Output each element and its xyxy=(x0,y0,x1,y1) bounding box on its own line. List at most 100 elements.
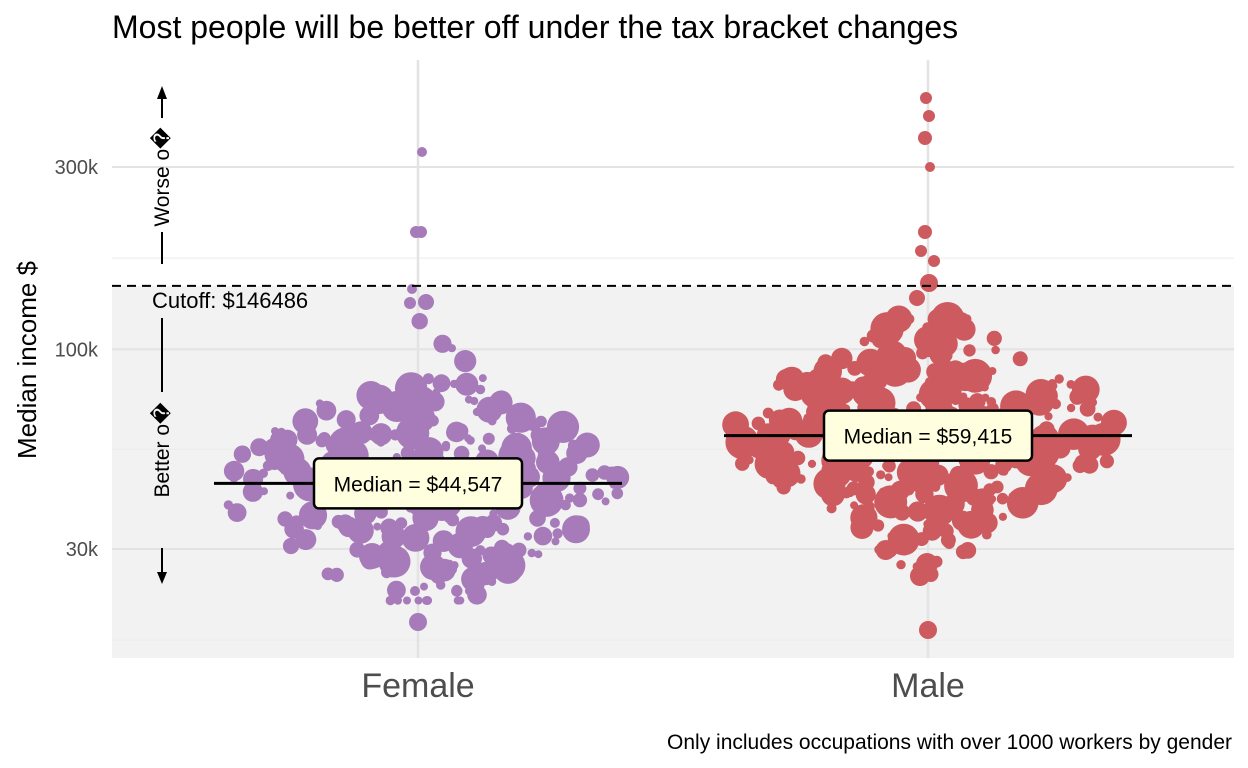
data-point xyxy=(1071,439,1080,448)
data-point xyxy=(800,380,828,408)
data-point xyxy=(315,399,324,408)
data-point xyxy=(1054,374,1064,384)
data-point xyxy=(1006,487,1039,519)
y-axis-ticks: 30k 100k 300k xyxy=(55,157,99,561)
outlier-point xyxy=(420,554,446,580)
data-point xyxy=(916,393,926,402)
data-point xyxy=(359,405,380,426)
data-point xyxy=(313,521,322,530)
outlier-point xyxy=(920,274,938,292)
data-point xyxy=(422,596,431,605)
data-point xyxy=(790,450,806,466)
data-point xyxy=(472,515,493,536)
outlier-point xyxy=(915,245,927,257)
y-axis-label: Median income $ xyxy=(12,260,42,459)
data-point xyxy=(1061,421,1087,447)
data-point xyxy=(432,374,451,393)
data-point xyxy=(951,396,960,406)
data-point xyxy=(264,438,280,454)
data-point xyxy=(453,596,462,605)
outlier-point xyxy=(417,147,427,157)
data-point xyxy=(871,331,889,349)
data-point xyxy=(522,411,532,421)
better-off-label: Better o� xyxy=(149,402,174,498)
data-point xyxy=(380,518,399,537)
data-point xyxy=(859,336,870,347)
data-point xyxy=(223,460,245,482)
data-point xyxy=(959,542,977,559)
data-point xyxy=(1078,436,1102,461)
data-point xyxy=(282,537,300,555)
data-point xyxy=(938,503,956,521)
data-point xyxy=(924,377,935,387)
data-point xyxy=(963,344,976,357)
data-point xyxy=(885,305,913,333)
data-point xyxy=(401,524,430,552)
data-point xyxy=(973,518,982,527)
data-point xyxy=(788,392,797,401)
data-point xyxy=(273,443,305,475)
data-point xyxy=(432,530,455,552)
data-point xyxy=(828,377,856,405)
data-point xyxy=(317,432,331,445)
data-point xyxy=(431,509,440,519)
data-point xyxy=(432,388,441,397)
data-point xyxy=(452,584,462,595)
outlier-point xyxy=(409,613,427,631)
outlier-point xyxy=(404,297,416,309)
data-point xyxy=(565,493,575,503)
data-point xyxy=(1086,398,1097,409)
data-point xyxy=(918,504,928,513)
data-point xyxy=(943,537,955,549)
outlier-point xyxy=(925,162,935,172)
data-point xyxy=(931,330,958,358)
data-point xyxy=(1025,379,1057,410)
y-tick-label: 30k xyxy=(66,539,99,561)
data-point xyxy=(597,465,612,480)
data-point xyxy=(490,390,513,413)
data-point xyxy=(329,567,344,583)
worse-off-label: Worse o� xyxy=(149,127,174,227)
data-point xyxy=(1012,351,1028,367)
chart-title: Most people will be better off under the… xyxy=(112,9,958,45)
outlier-point xyxy=(923,110,935,122)
data-point xyxy=(1028,434,1049,455)
data-point xyxy=(534,550,543,559)
below-cutoff-shading xyxy=(112,285,1234,658)
data-point xyxy=(585,468,600,482)
data-point xyxy=(227,503,247,522)
data-point xyxy=(376,438,385,447)
data-point xyxy=(420,582,428,591)
data-point xyxy=(572,492,588,508)
data-point xyxy=(1049,437,1071,459)
data-point xyxy=(874,523,883,531)
data-point xyxy=(527,548,537,558)
data-point xyxy=(487,577,497,586)
data-point xyxy=(958,358,993,393)
data-point xyxy=(475,384,486,395)
data-point xyxy=(826,464,844,483)
data-point xyxy=(466,436,475,445)
data-point xyxy=(1080,456,1099,474)
data-point xyxy=(884,473,893,482)
data-point xyxy=(384,548,395,559)
data-point xyxy=(850,501,859,510)
data-point xyxy=(443,513,454,523)
data-point xyxy=(398,403,423,427)
data-point xyxy=(951,510,973,531)
median-label-box xyxy=(822,409,1034,462)
data-point xyxy=(470,396,479,406)
data-point xyxy=(562,515,590,544)
outlier-point xyxy=(418,294,434,310)
data-point xyxy=(336,514,355,533)
median-label: Median = $59,415 xyxy=(844,426,1013,449)
data-point xyxy=(866,515,876,525)
data-point xyxy=(956,482,974,500)
y-tick-label: 100k xyxy=(55,339,99,361)
data-point xyxy=(940,314,949,324)
cutoff-label: Cutoff: $146486 xyxy=(152,288,308,313)
direction-arrows: Worse o� Better o� xyxy=(149,86,174,584)
data-point xyxy=(1038,464,1068,494)
data-point xyxy=(990,480,1004,494)
data-point xyxy=(411,313,428,330)
